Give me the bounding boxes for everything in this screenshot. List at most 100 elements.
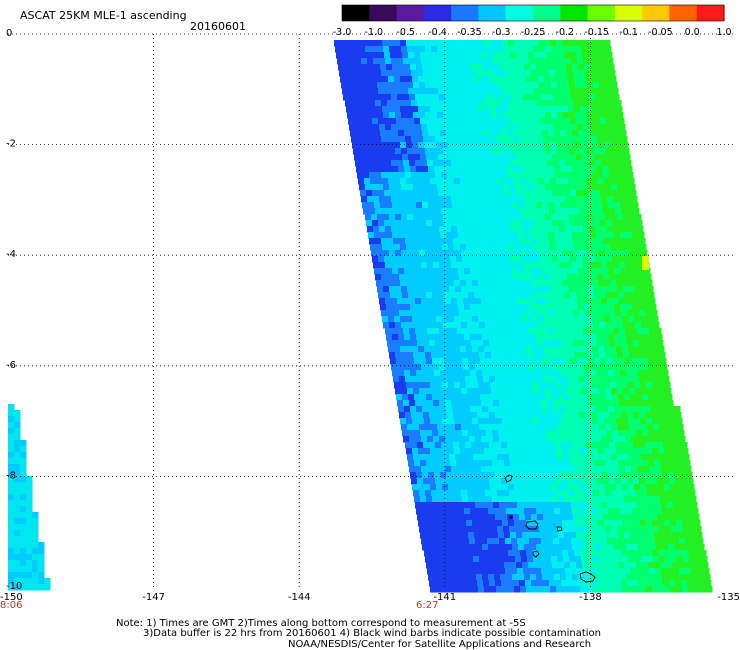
swath-cell bbox=[385, 226, 392, 233]
swath-cell bbox=[454, 346, 461, 353]
swath-cell bbox=[663, 442, 670, 449]
swath-cell bbox=[479, 454, 486, 461]
swath-cell bbox=[497, 490, 504, 497]
swath-cell bbox=[617, 286, 624, 293]
swath-cell bbox=[408, 154, 415, 161]
swath-cell bbox=[359, 112, 366, 119]
swath-cell bbox=[446, 232, 453, 239]
swath-cell bbox=[377, 214, 384, 221]
swath-cell bbox=[14, 452, 21, 459]
swath-cell bbox=[431, 112, 438, 119]
swath-cell bbox=[573, 100, 580, 107]
swath-cell bbox=[492, 292, 499, 299]
swath-cell bbox=[645, 580, 652, 587]
swath-cell bbox=[653, 352, 660, 359]
swath-cell bbox=[44, 578, 51, 585]
swath-cell bbox=[600, 220, 607, 227]
swath-cell bbox=[561, 514, 568, 521]
swath-cell bbox=[578, 232, 585, 239]
swath-cell bbox=[687, 514, 694, 521]
swath-cell bbox=[643, 328, 650, 335]
swath-cell bbox=[640, 520, 647, 527]
swath-cell bbox=[448, 244, 455, 251]
swath-cell bbox=[549, 310, 556, 317]
swath-cell bbox=[594, 190, 601, 197]
swath-cell bbox=[494, 508, 501, 515]
swath-cell bbox=[528, 154, 535, 161]
swath-cell bbox=[542, 268, 549, 275]
swath-cell bbox=[519, 208, 526, 215]
swath-cell bbox=[687, 580, 694, 587]
swath-cell bbox=[372, 190, 379, 197]
swath-cell bbox=[380, 232, 387, 239]
swath-cell bbox=[582, 154, 589, 161]
swath-cell bbox=[530, 406, 537, 413]
swath-cell bbox=[617, 322, 624, 329]
swath-cell bbox=[379, 262, 386, 269]
swath-cell bbox=[583, 400, 590, 407]
swath-cell bbox=[658, 448, 665, 455]
swath-cell bbox=[645, 478, 652, 485]
swath-cell bbox=[642, 256, 649, 270]
swath-cell bbox=[654, 496, 661, 503]
swath-cell bbox=[446, 508, 453, 515]
swath-cell bbox=[626, 268, 633, 275]
swath-cell bbox=[481, 94, 488, 101]
swath-cell bbox=[584, 508, 591, 515]
swath-cell bbox=[8, 518, 15, 525]
swath-cell bbox=[633, 478, 640, 485]
swath-cell bbox=[573, 238, 580, 245]
swath-cell bbox=[598, 106, 605, 113]
swath-cell bbox=[432, 496, 439, 503]
swath-cell bbox=[610, 142, 617, 149]
swath-cell bbox=[440, 508, 447, 515]
swath-cell bbox=[490, 382, 497, 389]
swath-cell bbox=[680, 508, 687, 515]
swath-cell bbox=[537, 580, 544, 587]
swath-cell bbox=[477, 70, 484, 77]
swath-cell bbox=[510, 496, 517, 503]
swath-cell bbox=[616, 586, 623, 593]
swath-cell bbox=[540, 256, 547, 263]
swath-cell bbox=[485, 352, 492, 359]
swath-cell bbox=[592, 550, 599, 557]
swath-cell bbox=[453, 100, 460, 107]
swath-cell bbox=[505, 226, 512, 233]
swath-cell bbox=[342, 52, 349, 59]
swath-cell bbox=[677, 490, 684, 497]
swath-cell bbox=[667, 466, 674, 473]
swath-cell bbox=[451, 466, 458, 473]
swath-cell bbox=[421, 160, 428, 167]
swath-cell bbox=[497, 352, 504, 359]
swath-cell bbox=[511, 328, 518, 335]
swath-cell bbox=[580, 178, 587, 185]
swath-cell bbox=[434, 370, 441, 377]
swath-cell bbox=[606, 220, 613, 227]
swath-cell bbox=[595, 124, 602, 131]
swath-cell bbox=[406, 106, 413, 113]
swath-cell bbox=[510, 256, 517, 263]
swath-cell bbox=[452, 166, 459, 173]
swath-cell bbox=[457, 328, 464, 335]
swath-cell bbox=[436, 76, 443, 83]
swath-cell bbox=[670, 550, 677, 557]
swath-cell bbox=[26, 524, 33, 531]
swath-cell bbox=[637, 364, 644, 371]
swath-cell bbox=[665, 388, 672, 395]
swath-cell bbox=[686, 508, 693, 515]
swath-cell bbox=[636, 394, 643, 401]
swath-cell bbox=[506, 574, 513, 581]
swath-cell bbox=[419, 112, 426, 119]
swath-cell bbox=[559, 436, 566, 443]
swath-cell bbox=[14, 542, 21, 549]
swath-cell bbox=[489, 478, 496, 485]
swath-cell bbox=[395, 322, 402, 329]
swath-cell bbox=[636, 430, 643, 437]
swath-cell bbox=[430, 550, 437, 557]
swath-cell bbox=[363, 136, 370, 143]
swath-cell bbox=[641, 322, 648, 329]
swath-cell bbox=[411, 70, 418, 77]
swath-cell bbox=[458, 406, 465, 413]
swath-cell bbox=[669, 478, 676, 485]
swath-cell bbox=[590, 472, 597, 479]
